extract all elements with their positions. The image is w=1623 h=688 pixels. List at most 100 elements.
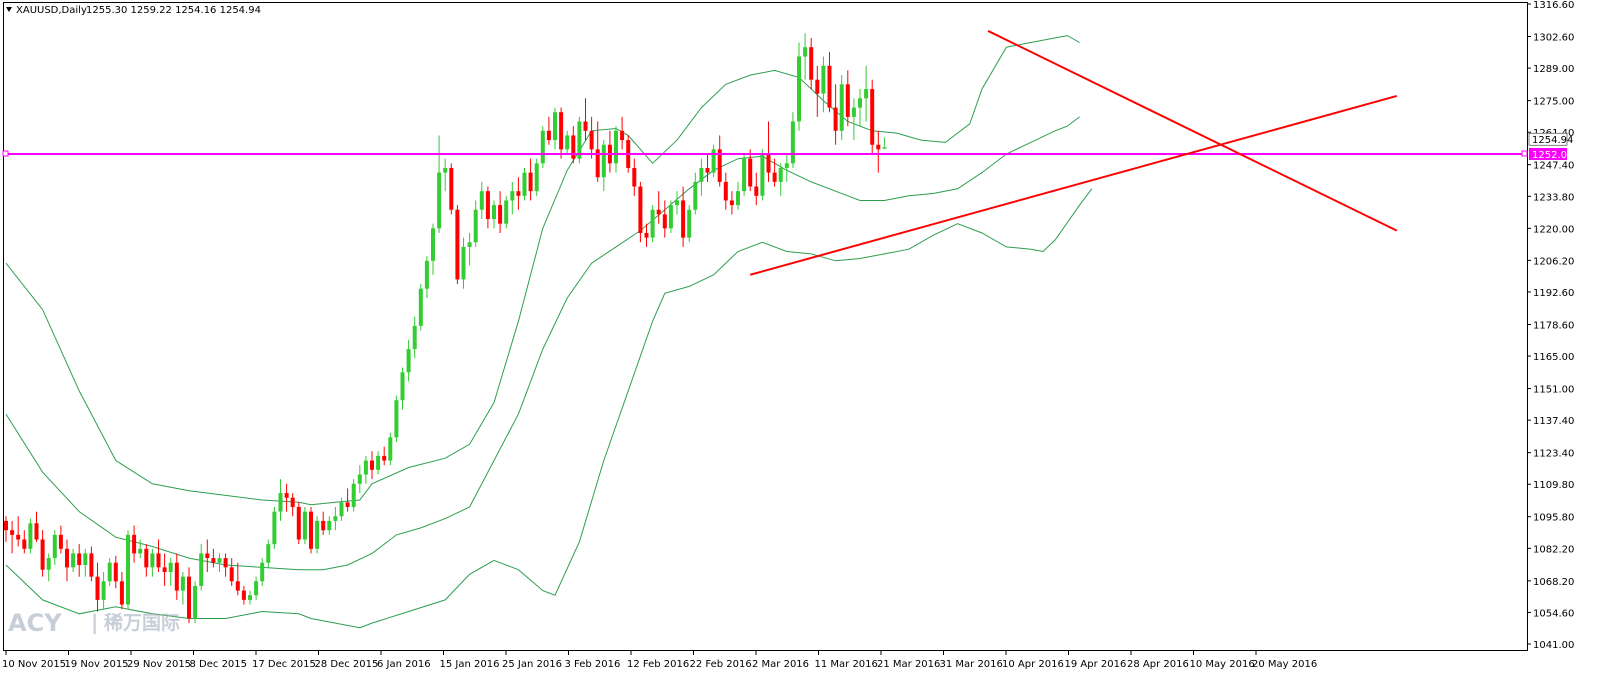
- candle: [638, 181, 643, 243]
- trendline-2[interactable]: [987, 30, 1398, 232]
- y-tick-label: 1095.80: [1533, 513, 1574, 524]
- candle: [58, 525, 63, 554]
- candle: [851, 98, 856, 141]
- candle-body: [571, 135, 576, 159]
- triangle-down-icon[interactable]: [6, 7, 12, 12]
- candle: [870, 79, 875, 155]
- candle-body: [809, 47, 814, 80]
- candle-body: [675, 200, 679, 206]
- candle-body: [662, 214, 667, 229]
- y-tick-label: 1165.00: [1533, 352, 1574, 363]
- candle-body: [180, 576, 185, 591]
- candle-body: [540, 130, 545, 164]
- candle: [437, 135, 442, 233]
- watermark-chinese: 稀万国际: [104, 611, 180, 634]
- y-tick-label: 1247.40: [1533, 161, 1574, 172]
- y-tick-label: 1137.40: [1533, 416, 1574, 427]
- candle: [187, 567, 191, 624]
- hline-price-label: 1252.00: [1532, 150, 1573, 161]
- candle-body: [77, 553, 82, 566]
- candle-body: [412, 325, 417, 350]
- x-tick-label: 17 Dec 2015: [252, 659, 316, 670]
- candle-body: [260, 562, 265, 582]
- x-tick-label: 8 Dec 2015: [190, 659, 248, 670]
- x-tick-label: 2 Mar 2016: [752, 659, 809, 670]
- candle: [223, 553, 228, 577]
- horizontal-line-handle-right[interactable]: [1521, 150, 1528, 157]
- candle: [254, 576, 259, 600]
- candle: [723, 172, 728, 210]
- candle: [443, 158, 448, 192]
- candle-body: [711, 149, 716, 173]
- candle: [553, 107, 557, 150]
- x-tick-label: 25 Jan 2016: [502, 659, 562, 670]
- candle: [424, 256, 429, 298]
- candle-body: [34, 523, 39, 540]
- candle: [534, 158, 539, 196]
- candle: [455, 205, 460, 285]
- candle: [601, 140, 606, 192]
- candle-body: [449, 167, 454, 210]
- horizontal-line-handle-left[interactable]: [2, 150, 9, 157]
- candle: [736, 181, 740, 210]
- candle-body: [492, 205, 496, 220]
- candle-body: [168, 562, 173, 573]
- watermark-separator: |: [91, 610, 98, 634]
- candle-body: [229, 567, 234, 582]
- y-tick-label: 1123.40: [1533, 449, 1574, 460]
- candle-body: [723, 181, 728, 201]
- candle: [394, 395, 399, 442]
- candle-body: [845, 84, 850, 117]
- candle: [632, 158, 637, 196]
- x-tick-label: 10 Nov 2015: [2, 659, 66, 670]
- candle: [589, 116, 594, 159]
- candle: [241, 585, 246, 605]
- x-tick-label: 11 Mar 2016: [815, 659, 878, 670]
- candle-body: [565, 135, 570, 150]
- x-tick-label: 31 Mar 2016: [940, 659, 1003, 670]
- candle: [333, 506, 338, 531]
- candle-body: [876, 144, 881, 150]
- candle: [656, 191, 661, 224]
- band-lower-line: [5, 188, 1093, 629]
- candle: [498, 191, 503, 233]
- candle-body: [790, 121, 795, 164]
- candle-body: [797, 56, 801, 122]
- candle: [46, 553, 51, 582]
- candle: [345, 488, 350, 512]
- candle: [89, 546, 94, 582]
- candle: [431, 223, 435, 275]
- candle-body: [882, 147, 887, 149]
- candle: [754, 172, 759, 206]
- trendline-1[interactable]: [749, 94, 1398, 276]
- candle: [693, 172, 698, 215]
- candle: [382, 446, 387, 466]
- candle: [52, 530, 57, 566]
- x-tick-label: 22 Feb 2016: [690, 659, 752, 670]
- candle: [559, 107, 564, 159]
- candle-body: [748, 158, 753, 187]
- candle-body: [290, 497, 295, 507]
- candle-body: [10, 530, 15, 535]
- candle: [729, 191, 734, 215]
- y-tick-label: 1302.60: [1533, 33, 1574, 44]
- candle-body: [144, 548, 149, 568]
- candle-body: [333, 516, 338, 521]
- candle-body: [467, 242, 472, 247]
- candle-body: [534, 163, 539, 192]
- candle: [296, 502, 301, 545]
- candle-body: [577, 121, 582, 159]
- candle-body: [827, 65, 832, 108]
- candle-body: [760, 154, 765, 196]
- candle: [199, 544, 204, 591]
- y-tick-label: 1109.80: [1533, 480, 1574, 491]
- candle-body: [388, 437, 393, 461]
- x-tick-label: 28 Apr 2016: [1127, 659, 1189, 670]
- candle-body: [107, 562, 112, 582]
- candle-body: [406, 349, 411, 373]
- candle: [260, 558, 265, 586]
- y-tick-label: 1068.20: [1533, 577, 1574, 588]
- candle-body: [132, 534, 137, 554]
- candle-body: [4, 520, 8, 531]
